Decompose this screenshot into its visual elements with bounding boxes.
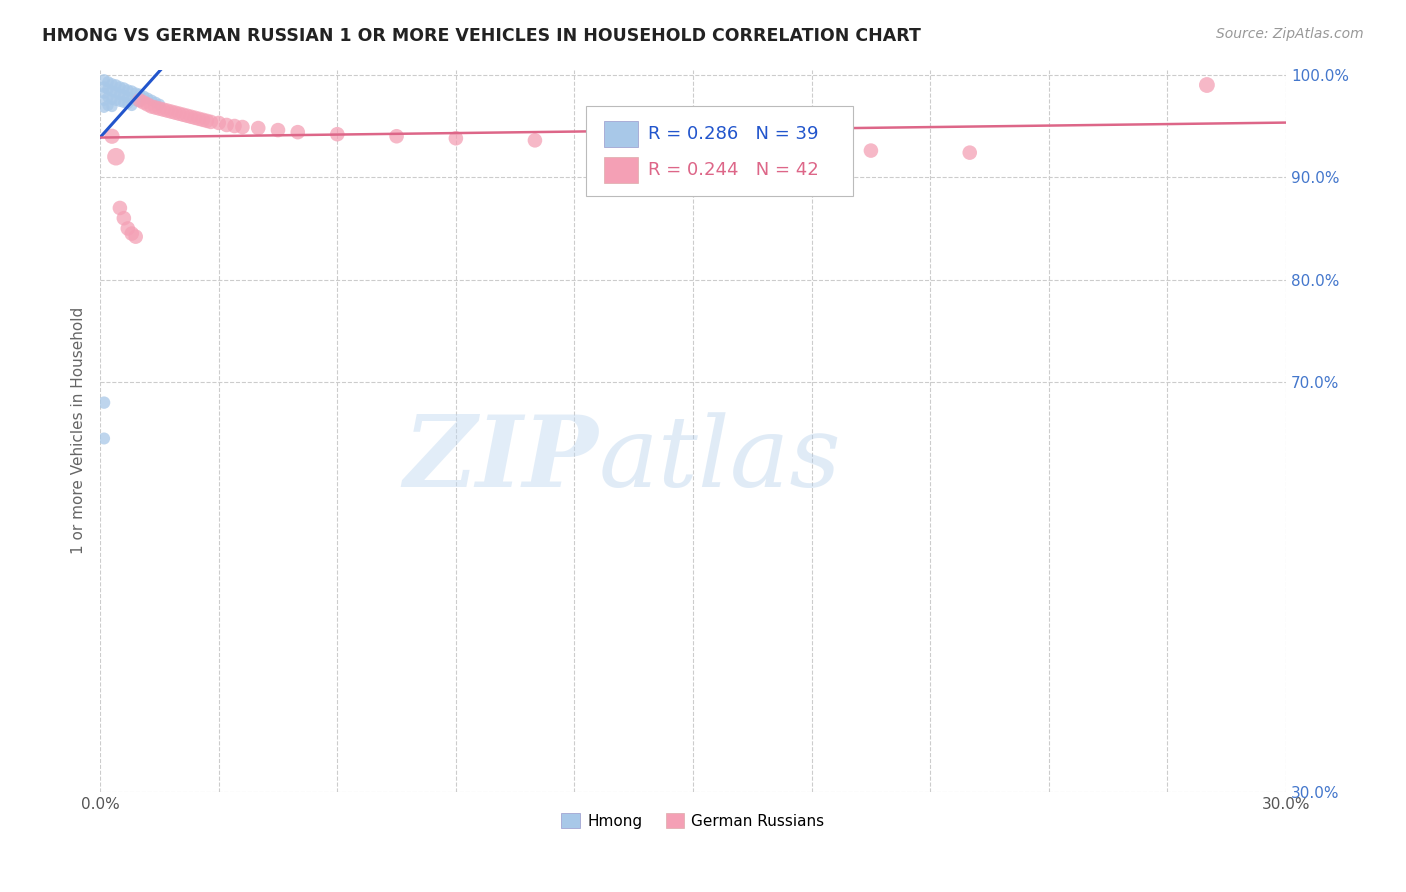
Point (152, 103, 174, 117)
Point (101, 77, 124, 91)
Point (231, 120, 253, 134)
Point (97, 98, 120, 112)
Point (108, 80, 131, 95)
Point (112, 211, 135, 226)
Legend: Hmong, German Russians: Hmong, German Russians (555, 806, 831, 835)
Point (1195, 78, 1218, 92)
Point (101, 92, 124, 106)
Point (215, 118, 238, 132)
Point (187, 112, 209, 126)
Point (125, 229, 148, 244)
Point (167, 106, 190, 120)
Point (702, 139, 724, 153)
Point (208, 116, 231, 130)
Point (128, 87, 150, 102)
Point (247, 121, 270, 136)
Point (191, 112, 214, 127)
Point (160, 104, 183, 119)
Point (180, 110, 202, 124)
Point (101, 129, 124, 144)
Y-axis label: 1 or more Vehicles in Household: 1 or more Vehicles in Household (72, 307, 86, 555)
Point (93, 395, 115, 409)
Point (195, 114, 218, 128)
Point (104, 150, 127, 164)
Point (132, 95, 155, 110)
Point (156, 103, 179, 118)
Point (176, 109, 198, 123)
Point (184, 111, 207, 125)
Point (141, 94, 163, 108)
Point (125, 94, 148, 108)
Point (121, 91, 143, 105)
Text: R = 0.286   N = 39: R = 0.286 N = 39 (648, 125, 818, 143)
Text: ZIP: ZIP (404, 411, 598, 508)
Point (108, 95, 131, 109)
Point (112, 95, 135, 110)
Point (93, 73, 115, 87)
Point (145, 101, 167, 115)
Point (224, 119, 246, 133)
Point (117, 221, 139, 235)
Text: R = 0.244   N = 42: R = 0.244 N = 42 (648, 161, 818, 179)
Point (326, 127, 349, 141)
Point (93, 432, 115, 446)
Point (93, 94, 115, 108)
Point (444, 131, 467, 145)
FancyBboxPatch shape (605, 157, 638, 183)
Point (117, 96, 139, 111)
Point (104, 78, 127, 92)
Point (104, 85, 127, 99)
Point (148, 97, 170, 112)
Point (93, 86, 115, 100)
Point (165, 105, 187, 120)
Point (112, 81, 135, 95)
Point (385, 129, 408, 144)
Point (128, 95, 150, 109)
Point (200, 115, 222, 129)
Point (121, 84, 143, 98)
Point (859, 144, 882, 158)
Point (523, 133, 546, 147)
FancyBboxPatch shape (586, 106, 853, 196)
Point (112, 88, 135, 103)
Point (780, 142, 803, 156)
Point (104, 94, 127, 108)
Point (141, 99, 163, 113)
Point (97, 82, 120, 96)
Point (145, 95, 167, 110)
Point (121, 98, 143, 112)
Point (117, 90, 139, 104)
Point (108, 87, 131, 102)
Point (148, 102, 170, 116)
Text: Source: ZipAtlas.com: Source: ZipAtlas.com (1216, 27, 1364, 41)
Point (97, 75, 120, 89)
Point (267, 123, 290, 137)
Point (136, 97, 159, 112)
Point (101, 84, 124, 98)
Point (117, 83, 139, 97)
Point (125, 86, 148, 100)
Point (132, 89, 155, 103)
Point (93, 101, 115, 115)
Point (959, 145, 981, 160)
Point (136, 91, 159, 105)
Point (287, 125, 309, 139)
Point (93, 80, 115, 95)
FancyBboxPatch shape (605, 121, 638, 147)
Point (172, 108, 194, 122)
Point (108, 201, 131, 215)
Text: atlas: atlas (598, 412, 841, 508)
Point (97, 90, 120, 104)
Point (121, 227, 143, 241)
Text: HMONG VS GERMAN RUSSIAN 1 OR MORE VEHICLES IN HOUSEHOLD CORRELATION CHART: HMONG VS GERMAN RUSSIAN 1 OR MORE VEHICL… (42, 27, 921, 45)
Point (101, 99, 124, 113)
Point (128, 94, 150, 108)
